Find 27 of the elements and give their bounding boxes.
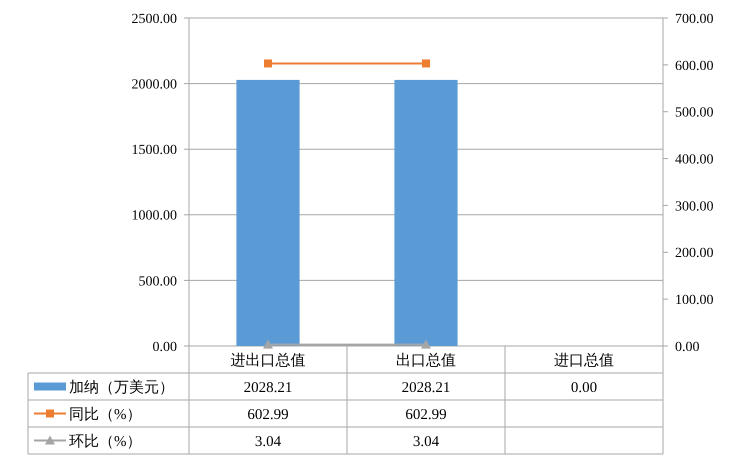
y2-tick-label: 0.00 bbox=[675, 340, 700, 355]
legend-label: 环比（%） bbox=[69, 432, 142, 450]
y2-tick-label: 300.00 bbox=[675, 199, 714, 214]
data-label: 2028.21 bbox=[402, 380, 450, 396]
data-label: 3.04 bbox=[412, 434, 440, 450]
data-label: 0.00 bbox=[570, 380, 598, 396]
y-tick-label: 2000.00 bbox=[132, 78, 177, 92]
y2-tick-label: 100.00 bbox=[675, 293, 714, 308]
y2-tick-label: 200.00 bbox=[675, 246, 714, 262]
data-label: 3.04 bbox=[254, 434, 282, 450]
legend-label: 同比（%） bbox=[69, 406, 142, 423]
y2-tick-label: 400.00 bbox=[675, 152, 714, 168]
y-tick-label: 1500.00 bbox=[132, 143, 177, 158]
x-tick-label: 进口总值 bbox=[554, 352, 614, 369]
data-label: 2028.21 bbox=[244, 380, 292, 396]
data-label: 602.99 bbox=[405, 406, 447, 423]
y-tick-label: 2500.00 bbox=[132, 12, 177, 27]
y-tick-label: 0.00 bbox=[152, 340, 177, 355]
y-tick-label: 1000.00 bbox=[132, 208, 177, 224]
legend-label: 加纳（万美元） bbox=[69, 378, 174, 396]
y-tick-label: 500.00 bbox=[138, 274, 177, 290]
y2-tick-label: 500.00 bbox=[675, 106, 714, 121]
y2-tick-label: 600.00 bbox=[675, 58, 714, 74]
x-tick-label: 出口总值 bbox=[396, 352, 456, 369]
data-label: 602.99 bbox=[247, 406, 289, 423]
x-tick-label: 进出口总值 bbox=[230, 352, 306, 369]
y2-tick-label: 700.00 bbox=[675, 12, 714, 27]
